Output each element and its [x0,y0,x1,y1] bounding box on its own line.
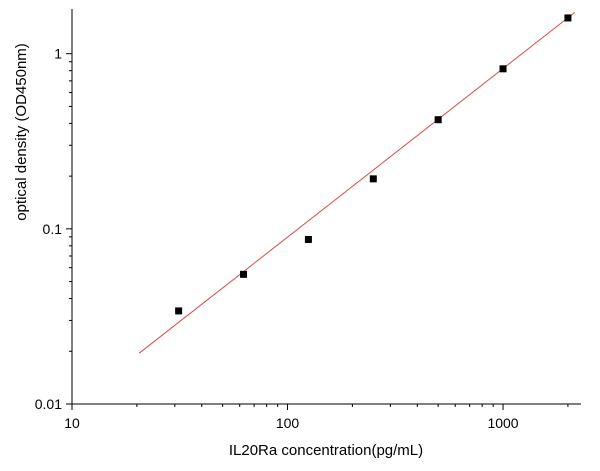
x-tick-label: 10 [64,415,80,431]
data-point [564,14,572,22]
x-axis-title: IL20Ra concentration(pg/mL) [229,442,423,459]
y-tick-label: 1 [54,46,62,62]
data-point [499,65,507,73]
x-tick-label: 100 [276,415,300,431]
fit-line-layer [138,12,575,354]
x-axis-ticks: 10 100 1000 [64,404,569,431]
fit-line [138,12,575,354]
data-point [369,175,377,183]
data-points-layer [175,14,572,315]
data-point [175,307,183,315]
data-point [434,116,442,124]
y-axis-title: optical density (OD450nm) [13,43,30,221]
data-point [240,270,248,278]
x-tick-label: 1000 [487,415,518,431]
y-axis-ticks: 0.01 0.1 1 [35,46,72,412]
data-point [304,235,312,243]
plot-frame [71,9,581,405]
y-tick-label: 0.01 [35,396,62,412]
y-tick-label: 0.1 [43,221,63,237]
